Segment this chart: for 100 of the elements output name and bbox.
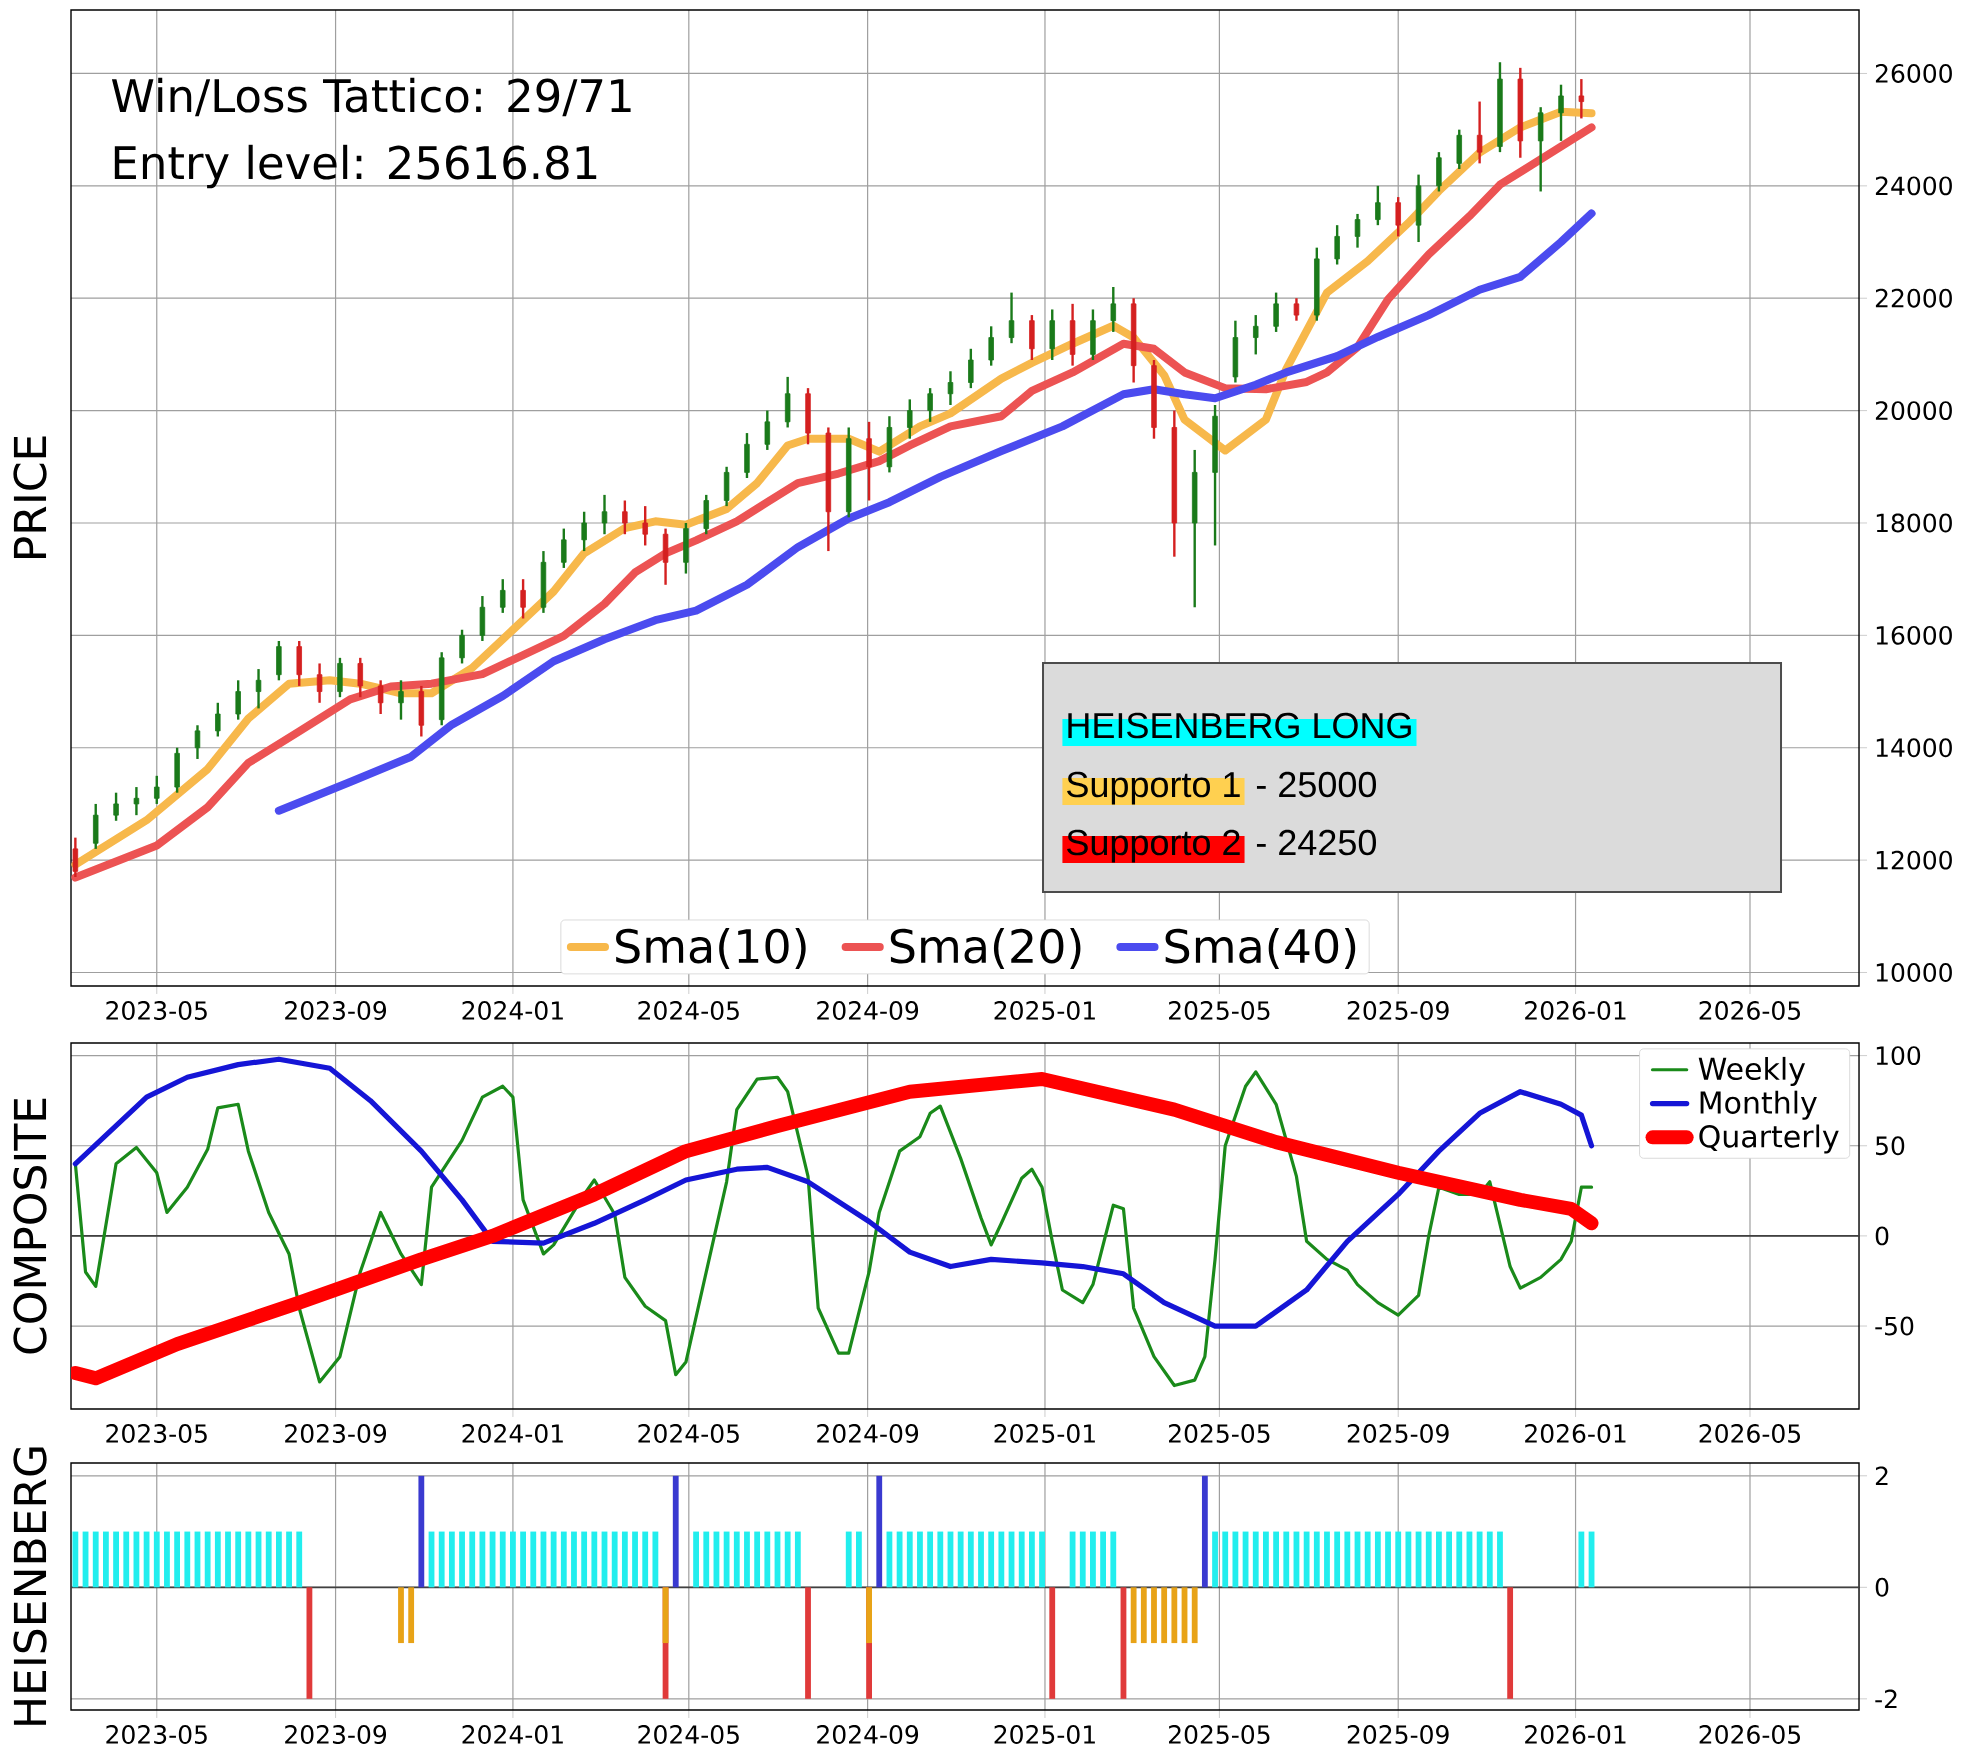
bar [632, 1531, 638, 1588]
candlestick [642, 504, 648, 547]
bar [530, 1531, 537, 1588]
bar [591, 1531, 598, 1588]
bar [113, 1531, 119, 1588]
x-tick-label: 2026-01 [1525, 1725, 1626, 1744]
bar [967, 1531, 974, 1588]
bar [225, 1531, 231, 1588]
candlestick [235, 679, 241, 721]
legend-label: Sma(40) [1165, 927, 1356, 969]
bar [418, 1475, 425, 1588]
legend-label: Monthly [1700, 1090, 1817, 1120]
y-tick-label: 18000 [1876, 513, 1952, 533]
bar [1130, 1587, 1137, 1644]
y-tick-label: 20000 [1875, 401, 1952, 421]
y-tick-label: 0 [1875, 1226, 1889, 1246]
x-tick-label: 2024-09 [817, 1424, 919, 1443]
x-tick-label: 2025-05 [1169, 1424, 1270, 1443]
annotation: Entry level: 25616.81 [114, 144, 597, 189]
candlestick [947, 370, 954, 407]
bar [1273, 1531, 1279, 1588]
candlestick [1008, 291, 1015, 345]
bar [1476, 1531, 1483, 1588]
candlestick [1354, 212, 1361, 249]
bar [1334, 1531, 1341, 1588]
annotation: - 25000 [1256, 771, 1377, 798]
legend-label: Weekly [1698, 1056, 1806, 1086]
candlestick [113, 791, 119, 822]
bar [560, 1531, 567, 1588]
bar [265, 1531, 272, 1588]
candlestick [398, 679, 404, 721]
candlestick [215, 701, 221, 738]
candlestick [1558, 83, 1564, 143]
candlestick [1395, 195, 1401, 238]
bar [1497, 1531, 1503, 1588]
bar [998, 1531, 1005, 1588]
bar [245, 1531, 252, 1588]
candlestick [968, 347, 974, 390]
candlestick [1293, 297, 1300, 322]
y-tick-label: 16000 [1876, 625, 1952, 645]
candlestick [255, 667, 262, 710]
candlestick [520, 577, 526, 620]
bar [1079, 1531, 1086, 1588]
candlestick [927, 386, 933, 424]
annotation: Supporto 1 [1067, 771, 1240, 805]
bar [927, 1531, 934, 1588]
x-tick-label: 2024-01 [462, 1001, 563, 1020]
candlestick [459, 628, 465, 665]
bar [754, 1531, 761, 1588]
bar [1324, 1531, 1330, 1588]
bar [1039, 1531, 1045, 1588]
y-tick-label: 10000 [1876, 963, 1952, 982]
bar [845, 1531, 852, 1588]
bar [1436, 1531, 1442, 1588]
bar [72, 1531, 79, 1588]
bar [581, 1531, 588, 1588]
bar [469, 1531, 476, 1588]
bar [520, 1531, 527, 1588]
bar [510, 1531, 516, 1588]
candlestick [1578, 77, 1585, 120]
bar [1303, 1531, 1310, 1588]
y-tick-label: 22000 [1875, 288, 1952, 308]
bar [1201, 1475, 1208, 1588]
bar [1222, 1531, 1229, 1588]
bar [621, 1531, 628, 1588]
y-tick-label: 50 [1876, 1136, 1905, 1156]
bar [1364, 1531, 1371, 1588]
candlestick [154, 774, 160, 806]
x-tick-label: 2024-05 [638, 1001, 739, 1020]
bar [296, 1531, 303, 1588]
bar [1405, 1531, 1412, 1588]
bar [459, 1531, 465, 1588]
bar [1263, 1531, 1269, 1588]
candlestick [316, 662, 323, 704]
bar [917, 1531, 923, 1588]
bar [1018, 1531, 1025, 1588]
y-axis-title: HEISENBERG [13, 1447, 47, 1725]
bar [672, 1475, 679, 1588]
x-tick-label: 2023-09 [285, 1001, 387, 1020]
bar [1313, 1531, 1320, 1588]
bar [1374, 1531, 1381, 1588]
bar [479, 1531, 486, 1588]
x-tick-label: 2024-01 [462, 1424, 563, 1443]
candlestick [1334, 223, 1340, 266]
y-axis-title: PRICE [13, 436, 47, 558]
candlestick [622, 499, 628, 536]
bar [153, 1531, 160, 1588]
bar [723, 1531, 730, 1588]
x-tick-label: 2024-09 [817, 1725, 919, 1744]
bar [275, 1531, 282, 1588]
bar [408, 1587, 415, 1644]
y-tick-label: 26000 [1875, 64, 1952, 83]
bar [1232, 1531, 1239, 1588]
bar [1212, 1531, 1218, 1588]
bar [1161, 1587, 1168, 1644]
candlestick [194, 724, 201, 761]
bar [906, 1531, 913, 1588]
candlestick [601, 493, 608, 536]
x-tick-label: 2025-01 [994, 1725, 1095, 1744]
bar [978, 1531, 984, 1588]
